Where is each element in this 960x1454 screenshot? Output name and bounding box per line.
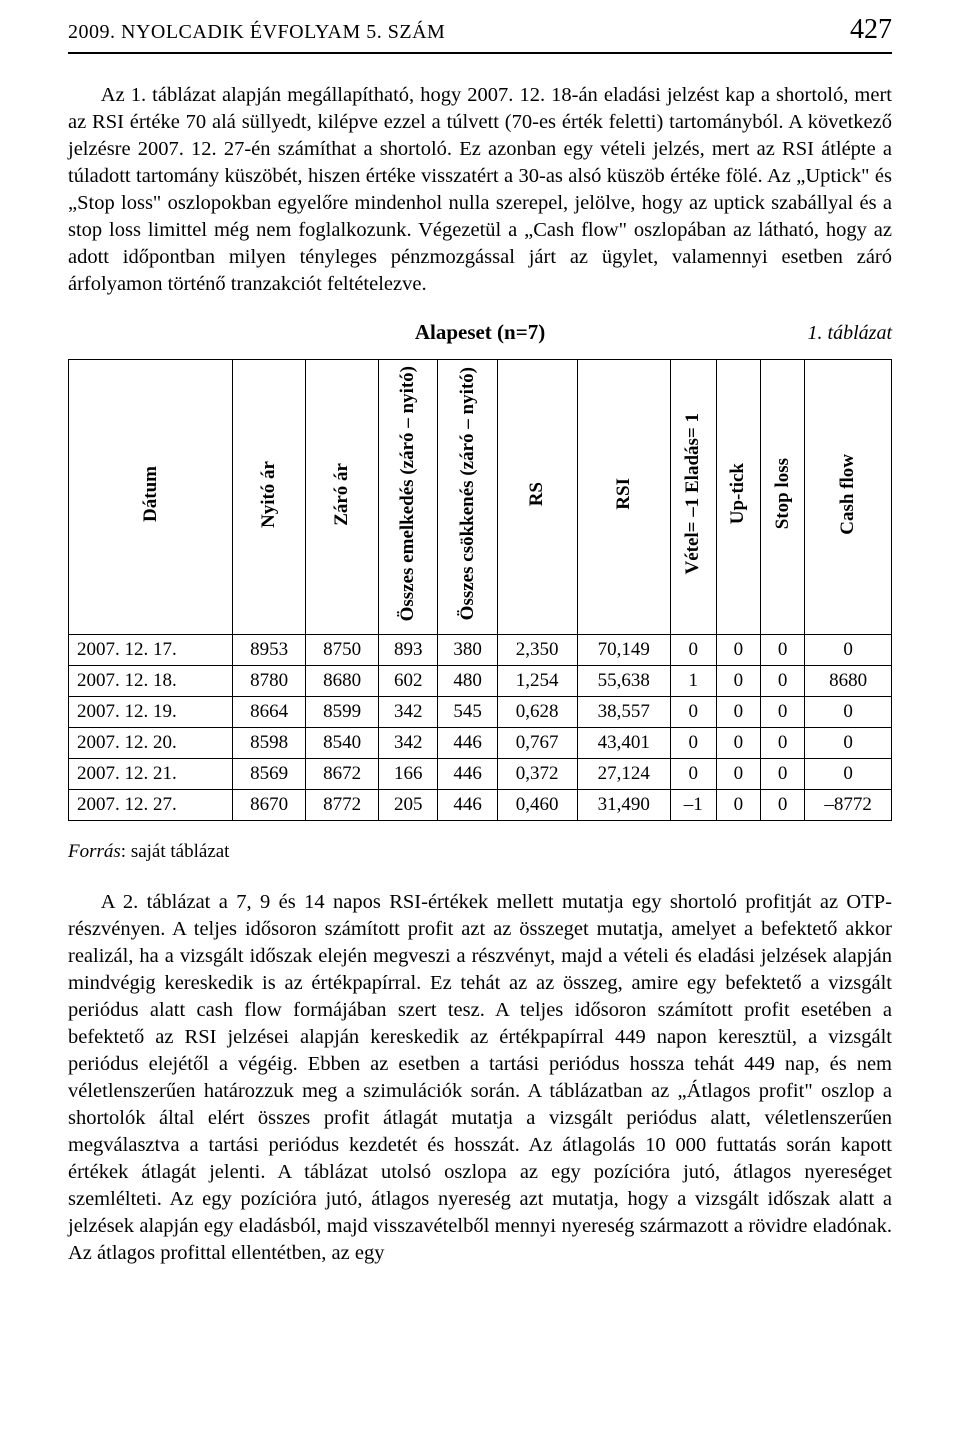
table-1-source: Forrás: saját táblázat — [68, 841, 892, 863]
table-cell: 8780 — [233, 665, 306, 696]
table-cell: 0 — [761, 696, 805, 727]
table-cell: 43,401 — [577, 727, 670, 758]
col-vetel-eladas: Vétel= –1 Eladás= 1 — [670, 360, 716, 634]
table-cell: 27,124 — [577, 758, 670, 789]
table-cell: 0 — [670, 634, 716, 665]
table-cell: 1,254 — [497, 665, 577, 696]
table-cell: 0 — [805, 696, 892, 727]
table-1-caption-row: Alapeset (n=7) 1. táblázat — [68, 320, 892, 345]
table-cell: 8664 — [233, 696, 306, 727]
table-cell: 0 — [761, 665, 805, 696]
table-cell: 446 — [438, 789, 497, 820]
col-cashflow: Cash flow — [805, 360, 892, 634]
table-cell: 0 — [805, 758, 892, 789]
col-stoploss: Stop loss — [761, 360, 805, 634]
table-1-caption: 1. táblázat — [742, 322, 892, 345]
table-cell: 0,767 — [497, 727, 577, 758]
table-cell: 8772 — [306, 789, 379, 820]
table-cell: 2007. 12. 17. — [69, 634, 233, 665]
paragraph-1: Az 1. táblázat alapján megállapítható, h… — [68, 82, 892, 298]
table-cell: 0,460 — [497, 789, 577, 820]
table-cell: 31,490 — [577, 789, 670, 820]
table-cell: 446 — [438, 727, 497, 758]
paragraph-2: A 2. táblázat a 7, 9 és 14 napos RSI-ért… — [68, 889, 892, 1268]
table-cell: 0 — [761, 758, 805, 789]
table-cell: 602 — [379, 665, 438, 696]
table-row: 2007. 12. 21.856986721664460,37227,12400… — [69, 758, 892, 789]
table-cell: 0 — [670, 696, 716, 727]
col-rs: RS — [497, 360, 577, 634]
table-cell: 446 — [438, 758, 497, 789]
table-cell: 0 — [716, 727, 760, 758]
table-cell: 8598 — [233, 727, 306, 758]
table-row: 2007. 12. 27.867087722054460,46031,490–1… — [69, 789, 892, 820]
table-cell: 38,557 — [577, 696, 670, 727]
table-cell: 8540 — [306, 727, 379, 758]
table-cell: 0,372 — [497, 758, 577, 789]
table-cell: 0 — [716, 634, 760, 665]
table-cell: 8953 — [233, 634, 306, 665]
table-cell: 0 — [716, 758, 760, 789]
table-cell: –8772 — [805, 789, 892, 820]
col-zaro-ar: Záró ár — [306, 360, 379, 634]
table-cell: 480 — [438, 665, 497, 696]
table-cell: 8680 — [306, 665, 379, 696]
table-cell: 2007. 12. 19. — [69, 696, 233, 727]
page-header: 2009. NYOLCADIK ÉVFOLYAM 5. SZÁM 427 — [68, 0, 892, 54]
table-row: 2007. 12. 17.895387508933802,35070,14900… — [69, 634, 892, 665]
table-row: 2007. 12. 18.878086806024801,25455,63810… — [69, 665, 892, 696]
table-cell: 8670 — [233, 789, 306, 820]
table-cell: 0 — [716, 789, 760, 820]
col-rsi: RSI — [577, 360, 670, 634]
table-cell: 55,638 — [577, 665, 670, 696]
col-osszes-emelkedes: Összes emelkedés (záró – nyitó) — [379, 360, 438, 634]
table-cell: 2007. 12. 21. — [69, 758, 233, 789]
table-header-row: Dátum Nyitó ár Záró ár Összes emelkedés … — [69, 360, 892, 634]
source-label: Forrás — [68, 841, 121, 862]
table-cell: –1 — [670, 789, 716, 820]
table-cell: 8569 — [233, 758, 306, 789]
table-cell: 8680 — [805, 665, 892, 696]
table-1-title: Alapeset (n=7) — [218, 320, 742, 345]
table-cell: 0 — [670, 727, 716, 758]
table-cell: 0 — [761, 727, 805, 758]
table-cell: 342 — [379, 727, 438, 758]
table-cell: 2007. 12. 18. — [69, 665, 233, 696]
table-cell: 0 — [761, 789, 805, 820]
table-cell: 2,350 — [497, 634, 577, 665]
table-cell: 2007. 12. 20. — [69, 727, 233, 758]
table-cell: 893 — [379, 634, 438, 665]
table-row: 2007. 12. 19.866485993425450,62838,55700… — [69, 696, 892, 727]
table-cell: 342 — [379, 696, 438, 727]
table-row: 2007. 12. 20.859885403424460,76743,40100… — [69, 727, 892, 758]
table-cell: 0 — [716, 696, 760, 727]
table-cell: 0 — [716, 665, 760, 696]
table-cell: 2007. 12. 27. — [69, 789, 233, 820]
table-cell: 205 — [379, 789, 438, 820]
table-1: Dátum Nyitó ár Záró ár Összes emelkedés … — [68, 359, 892, 820]
col-osszes-csokkenes: Összes csökkenés (záró – nyitó) — [438, 360, 497, 634]
source-text: : saját táblázat — [121, 841, 230, 862]
table-cell: 166 — [379, 758, 438, 789]
col-datum: Dátum — [69, 360, 233, 634]
table-cell: 380 — [438, 634, 497, 665]
col-uptick: Up-tick — [716, 360, 760, 634]
table-cell: 8599 — [306, 696, 379, 727]
table-cell: 0 — [761, 634, 805, 665]
table-cell: 70,149 — [577, 634, 670, 665]
table-cell: 8750 — [306, 634, 379, 665]
table-cell: 0 — [670, 758, 716, 789]
table-cell: 1 — [670, 665, 716, 696]
table-cell: 0,628 — [497, 696, 577, 727]
table-cell: 545 — [438, 696, 497, 727]
page-number: 427 — [850, 14, 892, 46]
col-nyito-ar: Nyitó ár — [233, 360, 306, 634]
table-cell: 0 — [805, 634, 892, 665]
running-head: 2009. NYOLCADIK ÉVFOLYAM 5. SZÁM — [68, 21, 445, 44]
table-cell: 8672 — [306, 758, 379, 789]
table-cell: 0 — [805, 727, 892, 758]
